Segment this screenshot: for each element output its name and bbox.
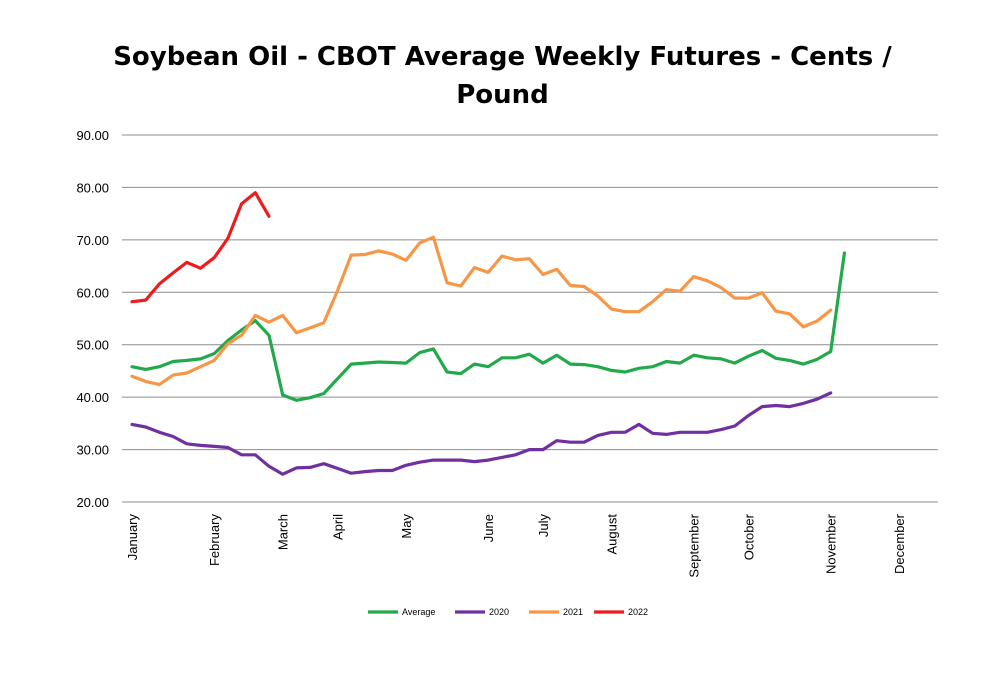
y-tick-label: 50.00: [76, 338, 109, 353]
x-tick-label: January: [125, 514, 140, 561]
x-tick-label: October: [742, 513, 757, 560]
y-tick-label: 90.00: [76, 128, 109, 143]
y-tick-label: 20.00: [76, 495, 109, 510]
legend-label-2021: 2021: [563, 607, 583, 617]
y-tick-label: 80.00: [76, 180, 109, 195]
legend: Average 2020 2021 2022: [368, 607, 648, 617]
x-axis-ticks: January February March April May June July Augu…: [125, 513, 907, 577]
series-line-2020: [130, 391, 833, 476]
y-tick-label: 40.00: [76, 390, 109, 405]
legend-label-average: Average: [402, 607, 435, 617]
y-axis-ticks: 20.00 30.00 40.00 50.00 60.00 70.00 80.00 90.00: [76, 128, 109, 510]
series-lines: [130, 191, 847, 476]
x-tick-label: August: [605, 514, 620, 555]
series-line-2022: [130, 191, 271, 304]
chart-title-line-1: Soybean Oil - CBOT Average Weekly Future…: [113, 42, 892, 72]
y-tick-label: 30.00: [76, 443, 109, 458]
series-line-average: [130, 251, 847, 402]
x-tick-label: May: [399, 514, 414, 539]
x-tick-label: September: [687, 513, 702, 577]
x-tick-label: June: [481, 514, 496, 542]
legend-label-2022: 2022: [628, 607, 648, 617]
y-tick-label: 70.00: [76, 233, 109, 248]
x-tick-label: December: [892, 513, 907, 574]
series-line-2021: [130, 235, 833, 387]
x-tick-label: March: [276, 514, 291, 550]
x-tick-label: July: [536, 514, 551, 538]
x-tick-label: February: [207, 514, 222, 567]
x-tick-label: April: [331, 514, 346, 540]
chart-title-line-2: Pound: [456, 80, 549, 110]
x-tick-label: November: [824, 513, 839, 574]
y-tick-label: 60.00: [76, 285, 109, 300]
gridlines: [122, 134, 938, 503]
legend-label-2020: 2020: [489, 607, 509, 617]
